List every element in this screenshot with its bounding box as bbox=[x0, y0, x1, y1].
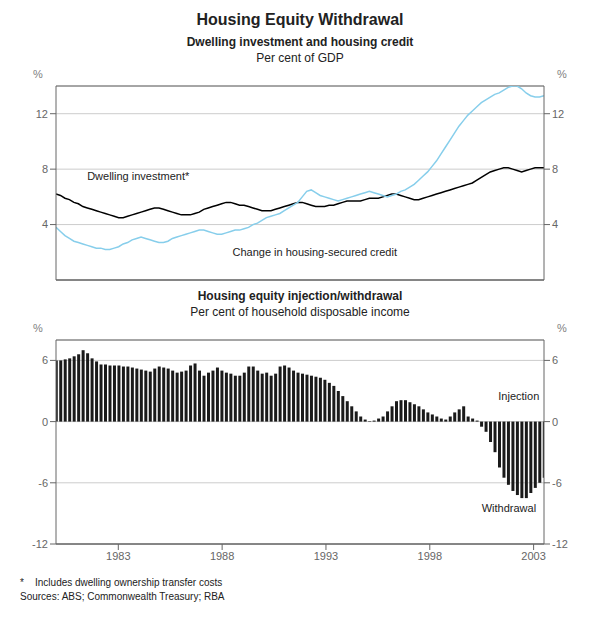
svg-text:12: 12 bbox=[36, 108, 48, 120]
svg-text:12: 12 bbox=[552, 108, 564, 120]
svg-text:6: 6 bbox=[42, 354, 48, 366]
svg-text:-12: -12 bbox=[552, 538, 568, 550]
html-text:Sources: ABS; Commonwealth Tre: Sources: ABS; Commonwealth Treasury; RBA bbox=[20, 591, 225, 602]
svg-text:Injection: Injection bbox=[498, 390, 539, 402]
html-text:Housing equity injection/withd: Housing equity injection/withdrawal bbox=[197, 289, 403, 303]
html-text:Housing Equity Withdrawal: Housing Equity Withdrawal bbox=[196, 11, 404, 28]
svg-text:0: 0 bbox=[552, 416, 558, 428]
svg-text:-12: -12 bbox=[32, 538, 48, 550]
svg-text:%: % bbox=[33, 322, 43, 334]
svg-text:-6: -6 bbox=[552, 477, 562, 489]
svg-text:8: 8 bbox=[552, 163, 558, 175]
svg-text:4: 4 bbox=[552, 218, 558, 230]
svg-text:6: 6 bbox=[552, 354, 558, 366]
svg-text:1998: 1998 bbox=[418, 550, 442, 562]
svg-text:%: % bbox=[33, 68, 43, 80]
html-text:Dwelling investment and housin: Dwelling investment and housing credit bbox=[186, 35, 414, 49]
html-text:Per cent of GDP: Per cent of GDP bbox=[256, 51, 344, 65]
svg-text:-6: -6 bbox=[38, 477, 48, 489]
svg-text:Withdrawal: Withdrawal bbox=[482, 502, 536, 514]
svg-text:8: 8 bbox=[42, 163, 48, 175]
svg-text:2003: 2003 bbox=[521, 550, 545, 562]
html-text:* Includes dwelling ownership: * Includes dwelling ownership transfer c… bbox=[20, 577, 223, 588]
html-text:Per cent of household disposab: Per cent of household disposable income bbox=[190, 305, 410, 319]
svg-text:Change in housing-secured cred: Change in housing-secured credit bbox=[233, 246, 397, 258]
svg-text:1993: 1993 bbox=[314, 550, 338, 562]
svg-text:4: 4 bbox=[42, 218, 48, 230]
svg-text:1988: 1988 bbox=[210, 550, 234, 562]
svg-text:%: % bbox=[557, 322, 567, 334]
svg-text:1983: 1983 bbox=[106, 550, 130, 562]
svg-text:0: 0 bbox=[42, 416, 48, 428]
svg-text:%: % bbox=[557, 68, 567, 80]
svg-text:Dwelling investment*: Dwelling investment* bbox=[87, 170, 190, 182]
